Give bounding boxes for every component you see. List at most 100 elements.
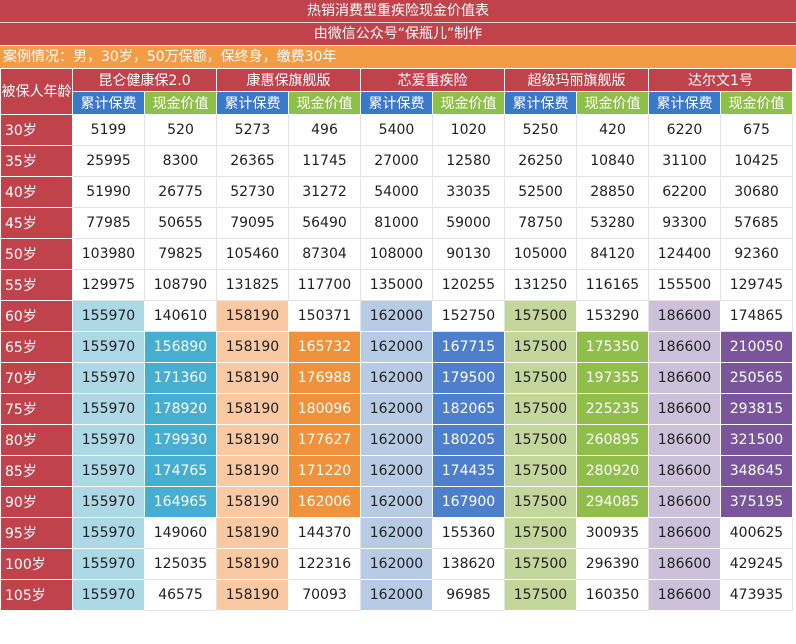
premium-cell: 155970 [72, 424, 145, 456]
table-row: 90岁 155970 164965 158190 162006 162000 167900 1… [0, 486, 793, 518]
premium-cell: 186600 [648, 300, 721, 332]
product-header: 超级玛丽旗舰版 [504, 68, 649, 92]
cash-value-cell: 420 [576, 114, 649, 146]
table-row: 30岁 5199 520 5273 496 5400 1020 5250 420 6220 675 [0, 114, 793, 146]
cash-value-cell: 179930 [144, 424, 217, 456]
cash-value-cell: 182065 [432, 393, 505, 425]
premium-cell: 155970 [72, 455, 145, 487]
premium-cell: 157500 [504, 362, 577, 394]
cash-value-cell: 50655 [144, 207, 217, 239]
table-row: 85岁 155970 174765 158190 171220 162000 174435 1… [0, 455, 793, 487]
premium-cell: 26365 [216, 145, 289, 177]
premium-cell: 78750 [504, 207, 577, 239]
cash-value-cell: 321500 [720, 424, 793, 456]
cash-value-header: 现金价值 [288, 91, 361, 115]
cash-value-cell: 96985 [432, 579, 505, 611]
premium-cell: 131825 [216, 269, 289, 301]
cumulative-premium-header: 累计保费 [360, 91, 433, 115]
premium-cell: 25995 [72, 145, 145, 177]
premium-cell: 157500 [504, 579, 577, 611]
age-cell: 45岁 [0, 207, 73, 239]
premium-cell: 155970 [72, 362, 145, 394]
premium-cell: 158190 [216, 548, 289, 580]
table-row: 95岁 155970 149060 158190 144370 162000 155360 1… [0, 517, 793, 549]
cash-value-cell: 180205 [432, 424, 505, 456]
premium-cell: 157500 [504, 517, 577, 549]
cash-value-cell: 167900 [432, 486, 505, 518]
cash-value-cell: 11745 [288, 145, 361, 177]
cash-value-cell: 10425 [720, 145, 793, 177]
age-cell: 95岁 [0, 517, 73, 549]
cash-value-header: 现金价值 [720, 91, 793, 115]
cash-value-cell: 280920 [576, 455, 649, 487]
cash-value-cell: 180096 [288, 393, 361, 425]
premium-cell: 186600 [648, 424, 721, 456]
cash-value-cell: 108790 [144, 269, 217, 301]
cumulative-premium-header: 累计保费 [648, 91, 721, 115]
cash-value-cell: 675 [720, 114, 793, 146]
premium-cell: 162000 [360, 424, 433, 456]
cash-value-cell: 178920 [144, 393, 217, 425]
cash-value-cell: 149060 [144, 517, 217, 549]
cash-value-cell: 1020 [432, 114, 505, 146]
table-row: 50岁 103980 79825 105460 87304 108000 90130 1050… [0, 238, 793, 270]
premium-cell: 5250 [504, 114, 577, 146]
age-cell: 70岁 [0, 362, 73, 394]
premium-cell: 77985 [72, 207, 145, 239]
premium-cell: 105000 [504, 238, 577, 270]
premium-cell: 186600 [648, 517, 721, 549]
premium-cell: 6220 [648, 114, 721, 146]
premium-cell: 186600 [648, 579, 721, 611]
premium-cell: 186600 [648, 455, 721, 487]
age-cell: 85岁 [0, 455, 73, 487]
premium-cell: 155970 [72, 548, 145, 580]
cash-value-cell: 167715 [432, 331, 505, 363]
premium-cell: 155970 [72, 486, 145, 518]
premium-cell: 155970 [72, 300, 145, 332]
cash-value-cell: 57685 [720, 207, 793, 239]
premium-cell: 131250 [504, 269, 577, 301]
table-row: 80岁 155970 179930 158190 177627 162000 180205 1… [0, 424, 793, 456]
cash-value-cell: 520 [144, 114, 217, 146]
cash-value-cell: 400625 [720, 517, 793, 549]
premium-cell: 157500 [504, 424, 577, 456]
product-header: 昆仑健康保2.0 [72, 68, 217, 92]
cash-value-cell: 8300 [144, 145, 217, 177]
premium-cell: 157500 [504, 300, 577, 332]
cash-value-cell: 260895 [576, 424, 649, 456]
premium-cell: 155970 [72, 579, 145, 611]
cash-value-cell: 153290 [576, 300, 649, 332]
cash-value-cell: 179500 [432, 362, 505, 394]
premium-cell: 158190 [216, 517, 289, 549]
premium-cell: 158190 [216, 362, 289, 394]
premium-cell: 135000 [360, 269, 433, 301]
premium-cell: 158190 [216, 331, 289, 363]
cash-value-cell: 92360 [720, 238, 793, 270]
table-row: 40岁 51990 26775 52730 31272 54000 33035 52500 28… [0, 176, 793, 208]
age-cell: 60岁 [0, 300, 73, 332]
cash-value-cell: 129745 [720, 269, 793, 301]
cash-value-cell: 28850 [576, 176, 649, 208]
table-row: 45岁 77985 50655 79095 56490 81000 59000 78750 53… [0, 207, 793, 239]
cash-value-cell: 53280 [576, 207, 649, 239]
premium-cell: 158190 [216, 393, 289, 425]
cash-value-cell: 10840 [576, 145, 649, 177]
product-header: 达尔文1号 [648, 68, 793, 92]
cash-value-cell: 300935 [576, 517, 649, 549]
premium-cell: 51990 [72, 176, 145, 208]
premium-cell: 54000 [360, 176, 433, 208]
premium-cell: 158190 [216, 455, 289, 487]
premium-cell: 158190 [216, 424, 289, 456]
premium-cell: 186600 [648, 393, 721, 425]
premium-cell: 129975 [72, 269, 145, 301]
cash-value-cell: 174435 [432, 455, 505, 487]
age-cell: 50岁 [0, 238, 73, 270]
case-info: 案例情况：男，30岁，50万保额，保终身，缴费30年 [0, 45, 796, 68]
premium-cell: 79095 [216, 207, 289, 239]
cash-value-cell: 250565 [720, 362, 793, 394]
cash-value-cell: 165732 [288, 331, 361, 363]
cash-value-cell: 31272 [288, 176, 361, 208]
premium-cell: 157500 [504, 393, 577, 425]
cash-value-cell: 177627 [288, 424, 361, 456]
